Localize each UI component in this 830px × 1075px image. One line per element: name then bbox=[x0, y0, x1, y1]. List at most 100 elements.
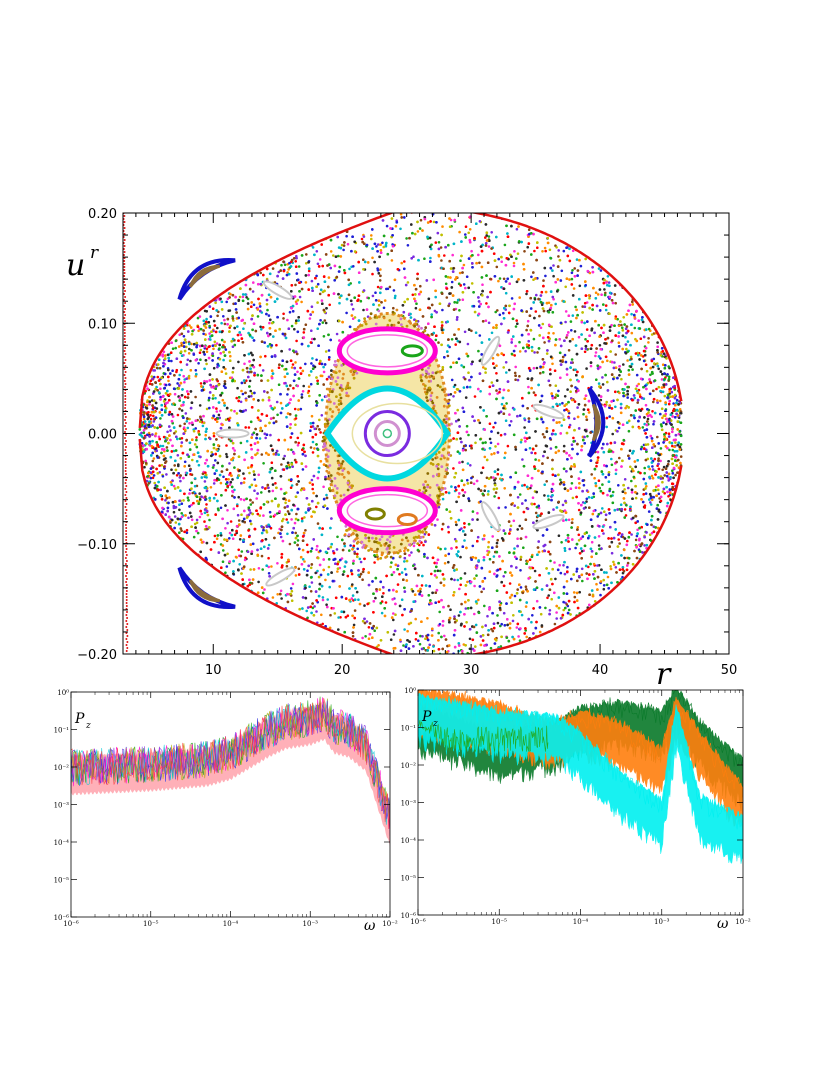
sea-point bbox=[219, 506, 223, 510]
sea-point bbox=[346, 614, 350, 617]
sea-point bbox=[477, 253, 480, 257]
sea-point bbox=[430, 572, 433, 576]
sea-point bbox=[470, 444, 473, 448]
sea-point bbox=[488, 557, 492, 561]
sea-point bbox=[343, 544, 347, 548]
sea-point bbox=[623, 548, 626, 552]
sea-point bbox=[494, 421, 497, 425]
sea-point bbox=[152, 375, 156, 379]
sea-point bbox=[386, 287, 390, 291]
sea-point bbox=[381, 241, 384, 245]
sea-point bbox=[232, 366, 235, 370]
sea-point bbox=[477, 349, 480, 353]
sea-point bbox=[305, 253, 308, 256]
sea-point bbox=[508, 413, 511, 416]
sea-point bbox=[249, 443, 253, 447]
sea-point bbox=[432, 649, 436, 653]
sea-point bbox=[174, 339, 178, 343]
sea-point bbox=[532, 366, 536, 370]
sea-point bbox=[492, 476, 495, 479]
sea-point bbox=[219, 409, 222, 413]
sea-point bbox=[587, 565, 590, 569]
sea-point bbox=[236, 325, 239, 328]
sea-point bbox=[483, 604, 486, 608]
sea-point bbox=[231, 478, 234, 481]
sea-point bbox=[495, 364, 498, 368]
sea-point bbox=[156, 375, 160, 379]
sea-point bbox=[322, 485, 325, 489]
sea-point bbox=[315, 250, 319, 253]
sea-point bbox=[557, 389, 560, 393]
sea-point bbox=[259, 271, 263, 275]
sea-point bbox=[659, 399, 662, 403]
sea-point bbox=[611, 490, 615, 494]
sea-point bbox=[429, 256, 432, 260]
sea-point bbox=[222, 315, 225, 318]
sea-point bbox=[518, 639, 522, 642]
sea-point bbox=[468, 228, 472, 231]
sea-point bbox=[305, 262, 308, 265]
sea-point bbox=[672, 402, 675, 405]
sea-point bbox=[597, 382, 601, 385]
sea-point bbox=[190, 503, 193, 507]
sea-point bbox=[388, 285, 392, 289]
sea-point bbox=[495, 372, 498, 375]
sea-point bbox=[481, 283, 484, 287]
sea-point bbox=[228, 462, 231, 465]
sea-point bbox=[476, 518, 479, 521]
sea-point bbox=[567, 608, 571, 612]
sea-point bbox=[152, 369, 155, 372]
sea-point bbox=[553, 561, 556, 564]
sea-point bbox=[190, 518, 194, 522]
sea-point bbox=[513, 555, 517, 559]
sea-point bbox=[532, 391, 536, 394]
sea-point bbox=[310, 337, 314, 341]
sea-point bbox=[352, 623, 356, 627]
sea-point bbox=[534, 310, 538, 313]
sea-point bbox=[602, 587, 606, 591]
sea-point bbox=[516, 252, 520, 255]
sea-point bbox=[504, 291, 508, 295]
sea-point bbox=[513, 504, 516, 508]
sea-point bbox=[289, 486, 293, 490]
sea-point bbox=[617, 484, 620, 487]
sea-point bbox=[185, 531, 189, 535]
sea-point bbox=[598, 486, 601, 490]
sea-point bbox=[608, 415, 611, 418]
sea-point bbox=[478, 421, 482, 425]
sea-point bbox=[367, 637, 371, 640]
sea-point bbox=[389, 565, 393, 569]
sea-point bbox=[467, 231, 471, 235]
sea-point bbox=[410, 551, 413, 554]
sea-point bbox=[564, 320, 567, 324]
sea-point bbox=[236, 386, 239, 390]
sea-point bbox=[634, 538, 638, 542]
sea-point bbox=[169, 429, 172, 432]
sea-point bbox=[150, 399, 154, 402]
sea-point bbox=[524, 585, 528, 588]
sea-point bbox=[563, 409, 566, 412]
sea-point bbox=[419, 634, 422, 638]
sea-point bbox=[208, 499, 212, 502]
sea-point bbox=[661, 468, 664, 472]
sea-point bbox=[140, 431, 143, 435]
sea-point bbox=[245, 439, 249, 443]
sea-point bbox=[285, 518, 289, 521]
sea-point bbox=[267, 543, 271, 547]
sea-point bbox=[524, 605, 528, 608]
sea-point bbox=[472, 482, 476, 486]
sea-point bbox=[173, 487, 177, 490]
sea-point bbox=[389, 638, 393, 641]
sea-point bbox=[451, 253, 455, 257]
sea-point bbox=[326, 598, 330, 601]
sea-point bbox=[594, 351, 598, 354]
sea-point bbox=[222, 549, 225, 552]
sea-point bbox=[497, 279, 500, 283]
sea-point bbox=[314, 571, 318, 575]
sea-point bbox=[553, 369, 557, 373]
sea-point bbox=[268, 321, 271, 325]
sea-point bbox=[626, 359, 629, 362]
sea-point bbox=[662, 352, 666, 356]
sea-point bbox=[555, 246, 558, 249]
sea-point bbox=[489, 646, 493, 650]
